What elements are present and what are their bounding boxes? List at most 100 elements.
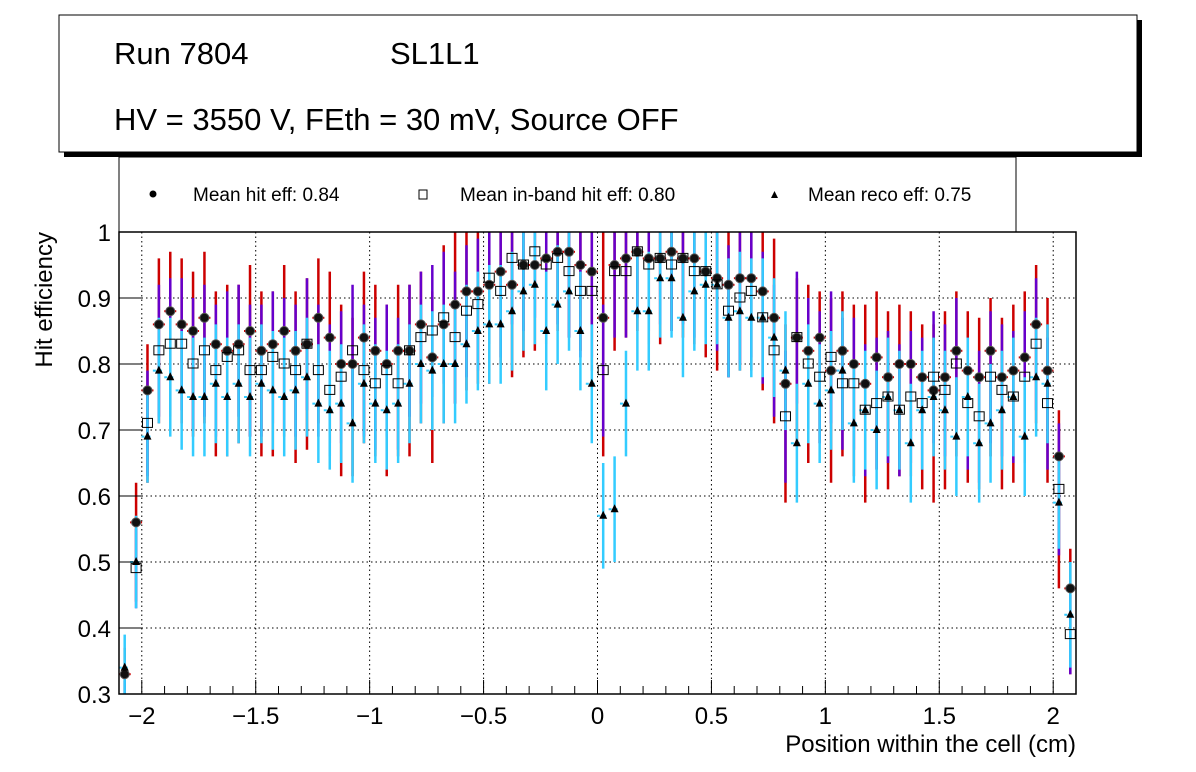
inband-point [586,285,598,296]
y-tick-label: 0.7 [78,418,111,445]
inband-point [950,358,962,369]
reco-point [827,385,836,394]
hit-point [643,253,654,264]
hit-point [210,339,221,350]
reco-point [918,405,927,414]
hit-point [723,279,734,290]
hit-point [620,253,631,264]
reco-point [656,273,665,282]
reco-point [1054,497,1063,506]
reco-point [132,557,141,565]
inband-point [176,338,188,349]
inband-point [301,338,313,349]
inband-point [905,391,917,402]
inband-point [141,417,153,428]
inband-point [688,266,700,277]
inband-point [620,266,632,277]
legend-label-hit: Mean hit eff: 0.84 [193,185,340,206]
reco-point [667,273,676,282]
reco-point [861,405,870,414]
legend-item-reco: Mean reco eff: 0.75 [771,185,971,206]
reco-point [872,425,881,433]
inband-point [1019,371,1031,382]
inband-point [392,378,404,389]
y-axis-label: Hit efficiency [31,232,58,368]
hit-point [472,286,483,297]
y-tick-label: 0.4 [78,616,111,643]
reco-point [599,510,608,519]
hit-point [826,365,837,376]
reco-point [223,392,232,400]
hit-point [176,319,187,330]
reco-point [1020,431,1029,440]
x-tick-label: 0.5 [695,703,728,730]
inband-point [381,365,393,376]
inband-point [210,365,222,376]
hit-point [609,260,620,270]
inband-point [198,345,210,356]
inband-point [278,358,290,369]
hit-point [575,260,586,270]
reco-point [701,279,710,288]
inband-point [939,384,951,395]
hit-point [974,372,985,383]
hit-point [484,279,495,290]
hit-point [119,669,130,680]
hit-point [495,266,506,277]
inband-point [996,384,1008,395]
inband-point [848,378,860,389]
hit-point [245,326,256,336]
inband-point [597,365,609,376]
inband-point [312,365,324,376]
hit-point [199,312,210,323]
hit-point [324,332,335,343]
hit-point [267,339,278,350]
y-tick-label: 0.3 [78,682,111,709]
reco-point [519,286,528,295]
reco-point [1032,372,1041,381]
hit-point [313,312,324,323]
reco-point [1009,392,1018,400]
hit-point [507,279,518,290]
reco-point [565,286,574,295]
reco-point [553,299,562,308]
hit-point [1053,451,1064,462]
hit-point [586,266,597,277]
reco-point [268,385,277,394]
hit-point [1031,319,1042,330]
x-tick-label: −0.5 [460,703,507,730]
reco-point [302,372,311,381]
inband-point [347,345,359,356]
hit-point [780,378,791,389]
hit-point [677,253,688,264]
x-tick-label: 1.5 [923,703,956,730]
hit-point [985,345,996,356]
hit-point [438,319,449,330]
inband-point [460,305,472,316]
hit-point [894,359,905,369]
axes: −2 −1.5 −1 −0.5 0 0.5 1 1.5 2 0.3 0.4 0.5 0.6 0.7 0.8 0… [78,220,1077,730]
inband-point [1030,338,1042,349]
hit-point [529,260,540,270]
hit-point [632,246,643,257]
reco-point [1043,378,1052,387]
hit-point [939,372,950,383]
inband-point [985,371,997,382]
inband-point [438,312,450,323]
reco-point [610,504,619,513]
reco-point [154,365,163,374]
hit-point [598,312,609,323]
legend-square-marker [418,189,428,200]
hit-point [1019,352,1030,363]
reco-point [291,385,300,394]
hit-point [905,359,916,369]
reco-point [371,398,380,407]
reco-point [633,306,642,315]
reco-point [451,359,460,367]
inband-point [540,259,552,270]
hit-point [233,339,244,350]
hit-point [153,319,164,330]
inband-point [335,371,347,382]
hit-point [769,312,780,323]
reco-point [929,392,938,400]
